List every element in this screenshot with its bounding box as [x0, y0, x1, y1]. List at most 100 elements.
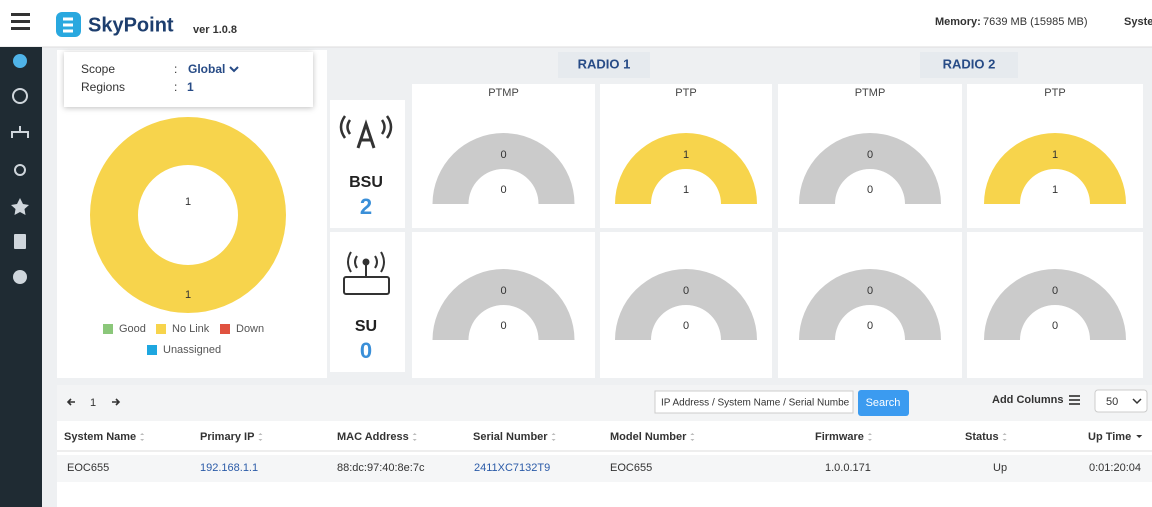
search-placeholder: IP Address / System Name / Serial Numbe [661, 398, 850, 409]
sort-icon[interactable] [551, 433, 556, 441]
legend-label: No Link [172, 323, 210, 335]
legend-label: Unassigned [163, 344, 221, 356]
header-bar [0, 0, 1152, 47]
nav-settings[interactable] [13, 270, 27, 284]
mode-title: PTMP [488, 87, 519, 99]
mode-title: PTP [1044, 87, 1065, 99]
search-input[interactable] [654, 390, 854, 414]
page-size: 50 [1106, 396, 1118, 408]
gauge-arc [615, 133, 757, 204]
nav-dashboard[interactable] [13, 54, 27, 68]
legend-label: Down [236, 323, 264, 335]
table-toolbar [57, 385, 1152, 421]
sort-icon[interactable] [867, 433, 872, 441]
page-size-select[interactable] [1094, 389, 1148, 413]
column-header[interactable]: Firmware [815, 431, 864, 443]
gauge-top-value: 0 [1052, 285, 1058, 297]
prev-page[interactable] [66, 398, 75, 406]
legend-label: Good [119, 323, 146, 335]
table-row [57, 455, 1152, 482]
mode-title: PTP [675, 87, 696, 99]
gauge-center-value: 0 [867, 184, 873, 196]
radio-header-bg [920, 52, 1018, 78]
table-cell: Up [993, 462, 1007, 474]
device-count: 2 [360, 194, 372, 219]
sort-icon[interactable] [1136, 435, 1143, 438]
sort-icon[interactable] [140, 433, 145, 441]
column-header[interactable]: System Name [64, 431, 136, 443]
sort-icon[interactable] [258, 433, 263, 441]
sort-icon[interactable] [412, 433, 417, 441]
scope-card [64, 52, 313, 107]
column-header[interactable]: Primary IP [200, 431, 254, 443]
radio-header-bg [558, 52, 650, 78]
legend-swatch [156, 324, 166, 334]
legend-swatch [147, 345, 157, 355]
gauge-top-value: 0 [683, 285, 689, 297]
separator: : [174, 62, 177, 76]
gauge-top-value: 1 [1052, 149, 1058, 161]
sort-icon[interactable] [690, 433, 695, 441]
gauge-center-value: 0 [683, 320, 689, 332]
memory-value: 7639 MB (15985 MB) [983, 16, 1088, 28]
columns-icon[interactable] [1069, 395, 1080, 405]
donut-outer-label: 1 [185, 289, 191, 301]
column-header[interactable]: Serial Number [473, 431, 548, 443]
gauge-top-value: 0 [867, 149, 873, 161]
logo [56, 12, 81, 37]
brand: SkyPoint [88, 14, 174, 36]
column-header[interactable]: MAC Address [337, 431, 409, 443]
su-icon [343, 251, 390, 295]
device-count: 0 [360, 338, 372, 363]
sort-icon[interactable] [1002, 433, 1007, 441]
table-cell: EOC655 [67, 462, 109, 474]
table-link[interactable]: 192.168.1.1 [200, 462, 258, 474]
column-header[interactable]: Model Number [610, 431, 687, 443]
table-link[interactable]: 2411XC7132T9 [474, 462, 550, 474]
gauge-top-value: 0 [867, 285, 873, 297]
gauge-arc [984, 269, 1126, 340]
device-label: BSU [349, 174, 383, 191]
gauge-arc [615, 269, 757, 340]
gauge-center-value: 0 [500, 184, 506, 196]
select-caret[interactable] [1132, 398, 1142, 405]
status-donut [90, 117, 286, 313]
separator: : [174, 80, 177, 94]
scope-dropdown[interactable]: Global [188, 62, 225, 76]
menu-button[interactable] [11, 13, 30, 30]
device-label: SU [355, 318, 377, 335]
table-cell: 88:dc:97:40:8e:7c [337, 462, 425, 474]
regions-value: 1 [187, 80, 194, 94]
nav-topology[interactable] [11, 126, 29, 138]
nav-documents[interactable] [14, 234, 26, 249]
bsu-icon [339, 115, 393, 149]
nav-favorites[interactable] [11, 198, 29, 215]
nav-settings-group[interactable] [14, 164, 26, 176]
column-header[interactable]: Up Time [1088, 431, 1131, 443]
version: ver 1.0.8 [193, 24, 237, 36]
search-button[interactable] [858, 390, 909, 416]
su-card [330, 232, 405, 372]
legend-swatch [103, 324, 113, 334]
next-page[interactable] [112, 398, 121, 406]
gauge-arc [432, 269, 575, 340]
table-cell: 0:01:20:04 [1089, 462, 1141, 474]
gauge-center-value: 0 [500, 320, 506, 332]
gauge-center-value: 1 [683, 184, 689, 196]
gauge-center-value: 1 [1052, 184, 1058, 196]
gauge-arc [799, 269, 941, 340]
gauge-center-value: 0 [1052, 320, 1058, 332]
add-columns[interactable]: Add Columns [992, 394, 1064, 406]
nav-target[interactable] [12, 88, 28, 104]
column-header[interactable]: Status [965, 431, 999, 443]
table-cell: 1.0.0.171 [825, 462, 871, 474]
dropdown-caret[interactable] [229, 66, 239, 73]
gauge-center-value: 0 [867, 320, 873, 332]
search-button-label: Search [866, 397, 901, 409]
donut-inner-label: 1 [185, 196, 191, 208]
page-number: 1 [90, 397, 96, 409]
gauge-arc [984, 133, 1126, 204]
gauge-top-value: 0 [500, 149, 506, 161]
legend-swatch [220, 324, 230, 334]
system-menu[interactable]: Syste [1124, 16, 1152, 28]
